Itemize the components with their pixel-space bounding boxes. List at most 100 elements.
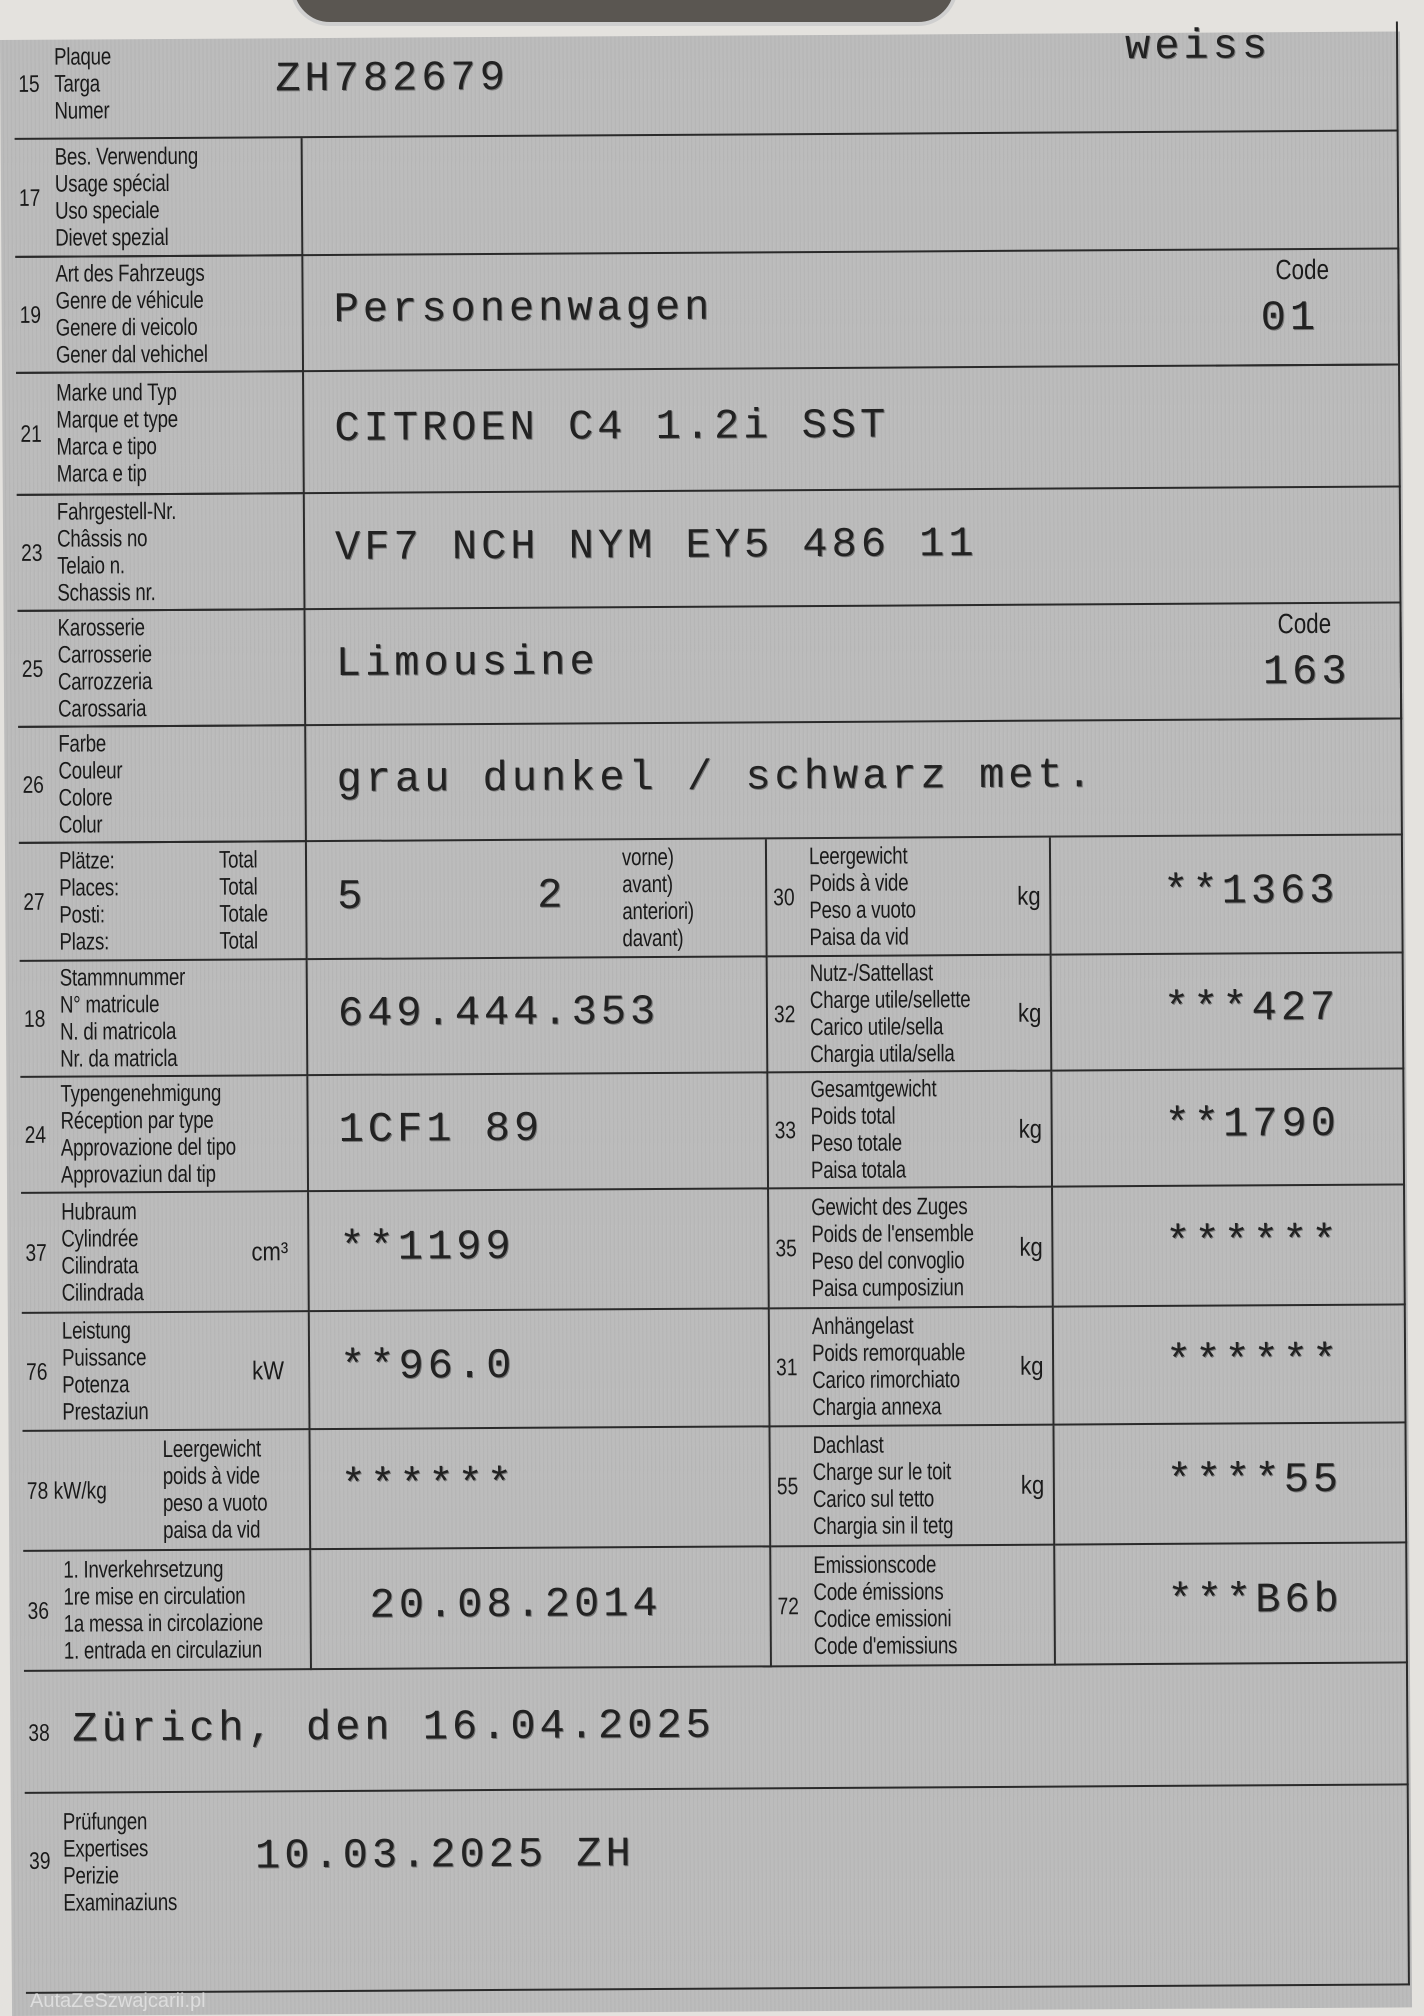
field-value: 20.08.2014 bbox=[369, 1579, 662, 1630]
field-label: 1. entrada en circulaziun bbox=[63, 1636, 263, 1665]
field-value: **1363 bbox=[1163, 866, 1339, 916]
field-label: Expertises bbox=[62, 1835, 149, 1863]
field-number: 37 bbox=[25, 1239, 47, 1267]
field-label: Telaio n. bbox=[57, 552, 125, 580]
field-value: ****** bbox=[1165, 1217, 1341, 1267]
field-label: Leergewicht bbox=[162, 1435, 262, 1464]
vehicle-registration-document: 15 Plaque Targa Numer ZH782679 17 Bes. Verwend… bbox=[0, 21, 1413, 2016]
total-label: Total bbox=[219, 927, 258, 955]
code-value: 163 bbox=[1262, 647, 1351, 697]
field-label: Codice emissioni bbox=[813, 1605, 952, 1634]
field-number: 26 bbox=[22, 771, 44, 799]
field-number: 33 bbox=[774, 1117, 797, 1145]
field-label: 1a messa in circolazione bbox=[63, 1609, 264, 1638]
field-label: Chargia sin il tetg bbox=[813, 1512, 954, 1541]
field-value: ****** bbox=[1165, 1336, 1342, 1386]
field-label: Charge sur le toit bbox=[812, 1458, 952, 1487]
field-label: Réception par type bbox=[60, 1106, 214, 1135]
field-label: Prestaziun bbox=[62, 1398, 149, 1426]
field-value: ***427 bbox=[1163, 983, 1340, 1033]
unit-label: kg bbox=[1020, 1350, 1044, 1381]
seats-front-value: 2 bbox=[537, 871, 567, 920]
field-label: Carrozzeria bbox=[57, 668, 153, 696]
field-label: Typengenehmigung bbox=[60, 1079, 222, 1108]
field-label: Charge utile/sellette bbox=[809, 986, 971, 1015]
unit-label: kg bbox=[1017, 880, 1041, 911]
field-value: **96.0 bbox=[339, 1341, 516, 1391]
field-label: Poids total bbox=[810, 1102, 896, 1131]
front-label: davant) bbox=[622, 924, 684, 953]
unit-label: kg bbox=[1018, 1113, 1043, 1144]
field-label: Cilindrata bbox=[61, 1252, 139, 1280]
field-label: Schassis nr. bbox=[57, 579, 156, 607]
field-value: grau dunkel / schwarz met. bbox=[336, 751, 1096, 804]
field-label: Dachlast bbox=[812, 1431, 884, 1460]
field-label: Perizie bbox=[63, 1862, 119, 1890]
field-number: 27 bbox=[23, 888, 45, 916]
field-label: Nutz-/Sattellast bbox=[809, 959, 933, 988]
field-label: Approvazione del tipo bbox=[60, 1133, 236, 1162]
field-label: Marque et type bbox=[56, 405, 178, 434]
total-label: Total bbox=[219, 873, 258, 901]
field-number: 72 bbox=[777, 1593, 800, 1621]
field-label: Poids à vide bbox=[809, 869, 909, 898]
field-label: Uso speciale bbox=[54, 197, 160, 225]
field-label: Nr. da matricla bbox=[60, 1044, 178, 1073]
field-number: 35 bbox=[775, 1235, 797, 1263]
field-label: Marca e tip bbox=[56, 460, 147, 488]
field-value: ***B6b bbox=[1167, 1575, 1343, 1625]
field-label: Cylindrée bbox=[61, 1225, 139, 1253]
field-label: 1. Inverkehrsetzung bbox=[63, 1555, 224, 1584]
field-label: Prüfungen bbox=[62, 1808, 148, 1836]
field-number: 38 bbox=[28, 1719, 50, 1747]
field-number: 24 bbox=[24, 1121, 47, 1149]
code-label: Code bbox=[1275, 253, 1330, 286]
object-on-top bbox=[290, 0, 958, 26]
field-label: Peso a vuoto bbox=[809, 896, 916, 925]
color-value: weiss bbox=[1124, 22, 1272, 72]
unit-label: cm³ bbox=[251, 1236, 289, 1267]
field-label: Carossaria bbox=[58, 695, 147, 723]
field-label: Gewicht des Zuges bbox=[811, 1193, 968, 1222]
field-value: ****55 bbox=[1166, 1455, 1343, 1505]
field-value: 10.03.2025 ZH bbox=[254, 1830, 635, 1881]
field-number: 55 bbox=[776, 1473, 799, 1501]
field-label: Leistung bbox=[61, 1317, 131, 1345]
field-label: Colur bbox=[58, 811, 103, 839]
field-number: 15 bbox=[18, 70, 40, 98]
field-value: Personenwagen bbox=[333, 283, 714, 334]
field-label: Stammnummer bbox=[59, 963, 186, 992]
field-label: Code d'emissiuns bbox=[813, 1632, 958, 1661]
field-label: Dievet spezial bbox=[55, 223, 169, 252]
field-value: ZH782679 bbox=[275, 53, 510, 104]
front-label: vorne) bbox=[621, 843, 674, 872]
field-label: Fahrgestell-Nr. bbox=[56, 497, 177, 526]
field-label: Bes. Verwendung bbox=[54, 142, 199, 171]
field-label: Carico utile/sella bbox=[809, 1013, 944, 1042]
unit-label: kg bbox=[1020, 1469, 1045, 1500]
front-label: avant) bbox=[622, 870, 673, 899]
field-label: Hubraum bbox=[61, 1198, 137, 1226]
field-value: Limousine bbox=[335, 638, 599, 688]
field-label: Marke und Typ bbox=[56, 378, 177, 407]
unit-label: kg bbox=[1017, 997, 1042, 1028]
field-label: Karosserie bbox=[57, 614, 145, 642]
unit-label: kg bbox=[1019, 1231, 1043, 1262]
field-label: Plätze: bbox=[58, 847, 115, 875]
field-row39 bbox=[24, 1785, 1410, 1994]
total-label: Totale bbox=[219, 900, 268, 928]
field-label: Plazs: bbox=[59, 928, 110, 956]
code-value: 01 bbox=[1260, 293, 1320, 343]
field-number: 36 bbox=[27, 1597, 50, 1625]
field-label: Paisa cumposiziun bbox=[811, 1274, 964, 1303]
field-label: Poids de l'ensemble bbox=[811, 1220, 974, 1249]
field-label: Farbe bbox=[58, 730, 107, 758]
field-label: Cilindrada bbox=[61, 1279, 144, 1307]
field-label: paisa da vid bbox=[163, 1516, 261, 1545]
field-label: Art des Fahrzeugs bbox=[55, 259, 205, 288]
field-value: 649.444.353 bbox=[337, 987, 660, 1038]
field-label: Peso totale bbox=[810, 1129, 902, 1158]
field-label: Genere di veicolo bbox=[55, 313, 198, 342]
field-label: Usage spécial bbox=[54, 169, 170, 198]
field-label: Carrosserie bbox=[57, 641, 153, 669]
